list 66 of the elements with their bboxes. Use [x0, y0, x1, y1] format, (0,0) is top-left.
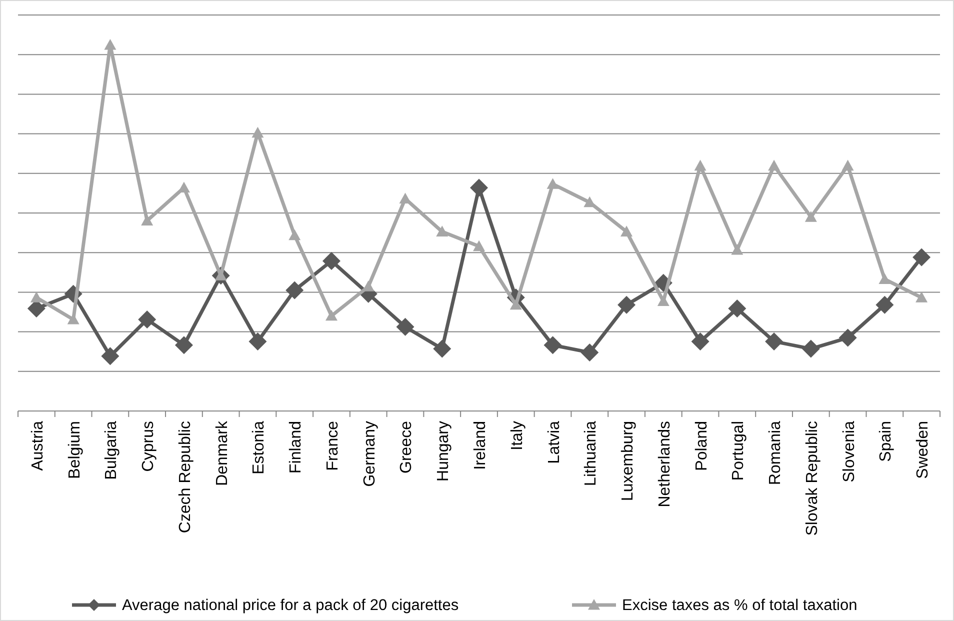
point: [580, 343, 599, 362]
point: [546, 178, 559, 189]
point: [916, 292, 928, 302]
point: [30, 292, 42, 302]
point: [842, 160, 854, 171]
point: [436, 226, 448, 236]
point: [325, 310, 338, 321]
x-tick-label: Lithuania: [582, 420, 600, 486]
point: [252, 126, 264, 138]
x-tick-label: Denmark: [214, 420, 231, 486]
x-tick-label: Luxemburg: [620, 421, 637, 502]
point: [765, 332, 784, 350]
x-tick-label: Romania: [767, 420, 784, 486]
point: [878, 273, 891, 284]
point: [470, 178, 488, 197]
x-tick-label: Bulgaria: [103, 420, 120, 480]
point: [473, 240, 485, 252]
x-tick-label: Sweden: [914, 421, 932, 479]
point: [286, 281, 304, 300]
point: [620, 226, 633, 236]
point: [288, 229, 301, 240]
point: [141, 214, 154, 226]
point: [694, 160, 706, 171]
x-tick-label: Estonia: [250, 420, 268, 474]
x-tick-label: Czech Republic: [176, 421, 194, 534]
x-tick-label: Austria: [29, 420, 46, 471]
point: [396, 318, 414, 336]
legend-label: Excise taxes as % of total taxation: [622, 597, 858, 614]
point: [728, 300, 746, 318]
x-tick-label: Italy: [508, 421, 526, 450]
x-tick-label: Latvia: [546, 420, 563, 464]
point: [67, 314, 80, 324]
x-tick-label: Portugal: [730, 421, 748, 481]
x-tick-label: France: [324, 420, 342, 471]
point: [510, 298, 522, 310]
point: [838, 328, 857, 347]
point: [248, 332, 267, 350]
x-tick-label: Netherlands: [656, 421, 674, 508]
point: [691, 332, 710, 350]
point: [174, 336, 193, 354]
x-tick-label: Finland: [288, 421, 305, 474]
point: [768, 160, 780, 171]
point: [912, 248, 931, 266]
legend-label: Average national price for a pack of 20 cigarettes: [122, 597, 459, 614]
x-tick-label: Ireland: [472, 421, 489, 470]
x-tick-label: Slovak Republic: [804, 421, 821, 536]
x-tick-label: Cyprus: [140, 421, 158, 472]
x-tick-label: Germany: [361, 421, 378, 487]
point: [657, 295, 670, 306]
point: [804, 211, 817, 222]
point: [322, 252, 340, 270]
point: [104, 39, 116, 50]
point: [731, 244, 744, 255]
x-tick-label: Slovenia: [840, 420, 858, 482]
x-tick-label: Greece: [398, 420, 416, 474]
x-tick-label: Poland: [693, 421, 710, 471]
point: [544, 336, 562, 354]
x-tick-label: Spain: [878, 421, 895, 462]
point: [618, 296, 636, 314]
point: [876, 296, 894, 314]
x-tick-label: Hungary: [435, 421, 452, 482]
point: [138, 310, 156, 328]
point: [101, 347, 120, 366]
x-tick-label: Belgium: [66, 421, 84, 479]
point: [802, 340, 820, 358]
point: [433, 340, 452, 358]
